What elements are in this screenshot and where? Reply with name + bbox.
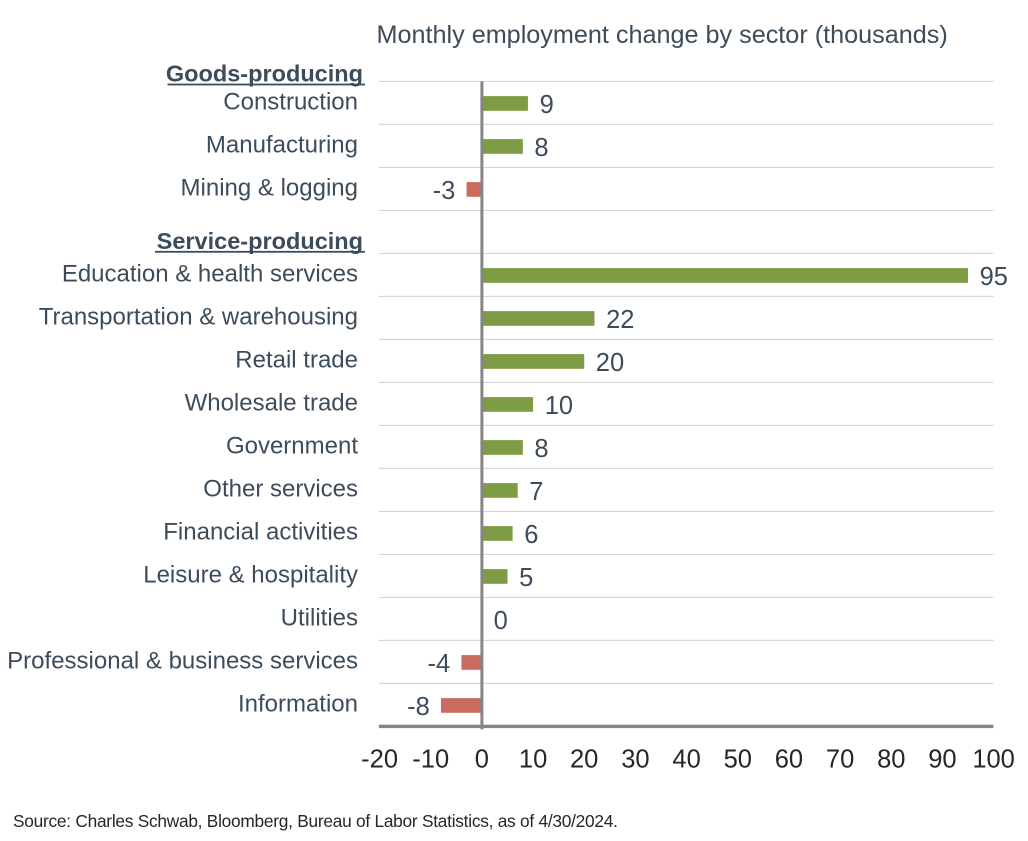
svg-text:0: 0 [475,745,489,773]
svg-text:Transportation & warehousing: Transportation & warehousing [39,304,358,331]
svg-text:0: 0 [494,607,508,635]
svg-text:Mining & logging: Mining & logging [181,175,358,202]
svg-text:-4: -4 [428,650,451,678]
svg-text:10: 10 [545,392,573,420]
svg-text:Monthly employment change by s: Monthly employment change by sector (tho… [377,21,948,49]
svg-text:Government: Government [226,433,358,460]
svg-text:90: 90 [928,745,956,773]
svg-text:Professional & business servic: Professional & business services [7,648,358,675]
svg-text:-3: -3 [433,177,456,205]
svg-text:20: 20 [596,349,624,377]
svg-text:-10: -10 [412,745,449,773]
svg-text:7: 7 [529,478,543,506]
svg-text:100: 100 [972,745,1015,773]
svg-text:60: 60 [775,745,803,773]
svg-text:9: 9 [540,91,554,119]
svg-text:Leisure & hospitality: Leisure & hospitality [143,562,358,589]
svg-text:Education & health services: Education & health services [62,261,358,288]
svg-text:Service-producing: Service-producing [157,228,363,254]
svg-text:8: 8 [534,134,548,162]
svg-text:5: 5 [519,564,533,592]
svg-text:Retail trade: Retail trade [235,347,358,374]
svg-text:Source: Charles Schwab, Bloomb: Source: Charles Schwab, Bloomberg, Burea… [13,811,618,831]
svg-text:50: 50 [724,745,752,773]
svg-text:8: 8 [534,435,548,463]
svg-text:20: 20 [570,745,598,773]
svg-text:Utilities: Utilities [281,605,358,632]
svg-text:22: 22 [606,306,634,334]
svg-text:Other services: Other services [203,476,358,503]
svg-text:Manufacturing: Manufacturing [206,132,358,159]
svg-text:-20: -20 [361,745,398,773]
svg-text:Wholesale trade: Wholesale trade [185,390,358,417]
svg-text:70: 70 [826,745,854,773]
svg-text:Information: Information [238,691,358,718]
svg-text:-8: -8 [407,693,430,721]
svg-text:80: 80 [877,745,905,773]
svg-text:95: 95 [980,263,1008,291]
svg-text:Financial activities: Financial activities [163,519,358,546]
svg-text:10: 10 [519,745,547,773]
svg-text:Goods-producing: Goods-producing [166,61,363,87]
svg-text:Construction: Construction [223,89,358,116]
svg-text:40: 40 [672,745,700,773]
svg-text:30: 30 [621,745,649,773]
svg-text:6: 6 [524,521,538,549]
